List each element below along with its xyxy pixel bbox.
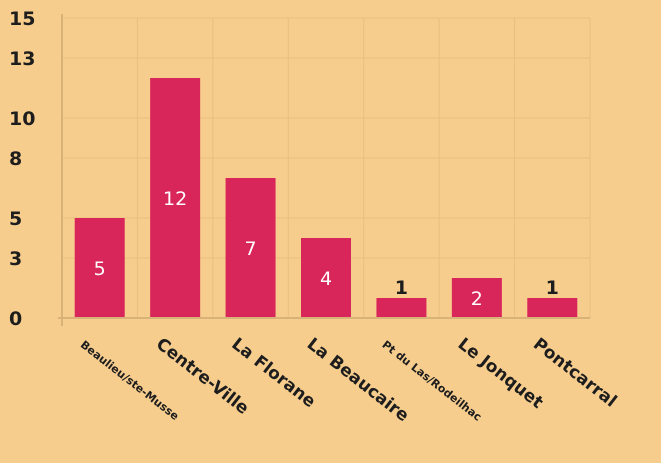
y-tick-label: 13 <box>9 48 35 70</box>
y-tick-label: 10 <box>9 108 35 130</box>
y-tick-label: 0 <box>9 308 22 330</box>
bar <box>74 218 125 318</box>
data-label: 4 <box>320 268 332 290</box>
bar <box>527 298 578 318</box>
bars <box>74 78 578 318</box>
data-label: 7 <box>245 238 257 260</box>
y-tick-label: 3 <box>9 248 22 270</box>
data-label: 2 <box>471 288 483 310</box>
bar <box>150 78 201 318</box>
data-label: 5 <box>94 258 106 280</box>
bar <box>225 178 276 318</box>
y-axis-ticks: 0 3 5 8 10 13 15 <box>9 8 35 330</box>
y-tick-label: 15 <box>9 8 35 30</box>
bar <box>376 298 427 318</box>
bar <box>451 278 502 318</box>
grid-lines <box>61 17 591 318</box>
y-tick-label: 8 <box>9 148 22 170</box>
data-label: 1 <box>546 277 559 299</box>
data-label: 1 <box>395 277 408 299</box>
axes <box>58 14 590 326</box>
data-label: 12 <box>163 188 187 210</box>
bar <box>301 238 351 318</box>
y-tick-label: 5 <box>9 208 22 230</box>
